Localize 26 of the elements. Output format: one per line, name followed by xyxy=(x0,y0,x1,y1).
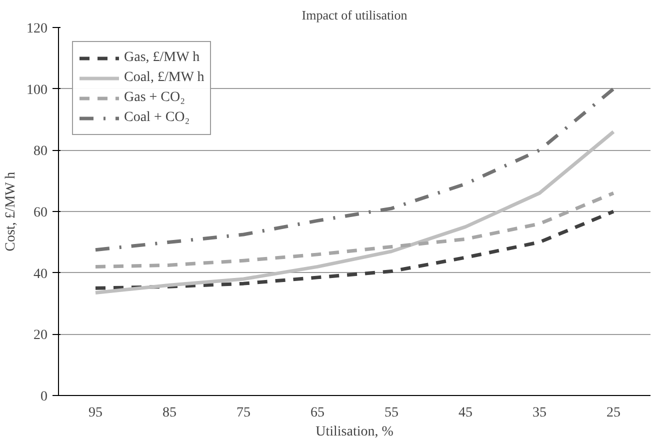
line-series xyxy=(94,191,616,268)
x-tick-label: 45 xyxy=(458,406,472,420)
x-tick-label: 35 xyxy=(532,406,546,420)
line-series xyxy=(94,87,616,252)
legend-label: Gas + CO₂ xyxy=(124,90,185,106)
y-tick-label: 60 xyxy=(34,206,48,220)
y-axis-title: Cost, £/MW h xyxy=(4,172,18,252)
legend-label: Coal + CO₂ xyxy=(124,110,190,126)
legend-label: Coal, £/MW h xyxy=(124,70,204,86)
x-tick-label: 25 xyxy=(606,406,620,420)
line-series xyxy=(94,210,616,290)
y-tick-label: 120 xyxy=(26,22,48,36)
x-tick-label: 95 xyxy=(88,406,102,420)
y-tick-label: 100 xyxy=(26,82,48,98)
x-axis-title: Utilisation, % xyxy=(316,424,394,440)
y-tick-label: 80 xyxy=(34,144,48,160)
y-tick-label: 40 xyxy=(34,266,48,282)
line-series xyxy=(94,130,616,295)
y-tick-label: 0 xyxy=(40,390,48,404)
x-tick-label: 65 xyxy=(310,406,324,420)
y-tick-label: 20 xyxy=(34,328,48,344)
x-tick-label: 75 xyxy=(236,406,250,420)
chart-title: Impact of utilisation xyxy=(302,8,408,22)
legend-label: Gas, £/MW h xyxy=(124,50,200,66)
x-tick-label: 55 xyxy=(384,406,398,420)
x-tick-label: 85 xyxy=(162,406,176,420)
